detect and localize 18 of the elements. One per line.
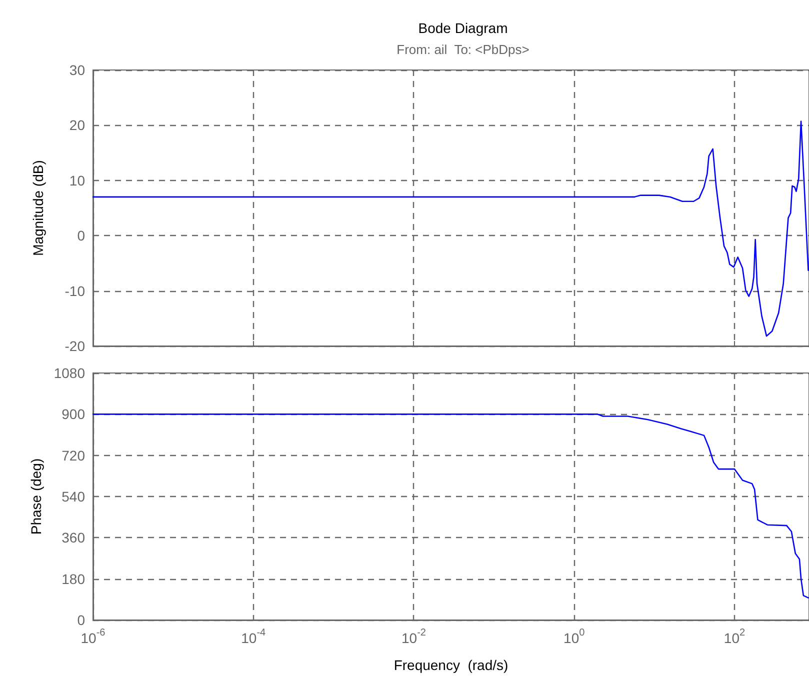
y-tick-label: 720	[62, 447, 86, 464]
x-axis-title: Frequency (rad/s)	[394, 657, 508, 673]
y-tick-label: 180	[62, 570, 86, 587]
y-tick-label: 10	[69, 172, 86, 188]
y-tick-label: 360	[62, 530, 86, 546]
y-tick-label: 0	[77, 228, 86, 244]
chart-subtitle: From: ail To: <PbDps>	[396, 42, 530, 57]
chart-title: Bode Diagram	[418, 20, 508, 36]
y-tick-label: -10	[64, 282, 86, 299]
y-tick-label: 900	[62, 406, 86, 422]
y-tick-label: 20	[69, 117, 86, 134]
y-tick-label: -20	[64, 338, 86, 354]
y-tick-label: 540	[62, 488, 86, 504]
y-axis-title: Phase (deg)	[28, 458, 44, 535]
y-tick-label: 30	[69, 62, 86, 78]
y-tick-label: 1080	[54, 365, 86, 381]
y-axis-title: Magnitude (dB)	[30, 160, 46, 256]
y-tick-label: 0	[77, 612, 86, 628]
